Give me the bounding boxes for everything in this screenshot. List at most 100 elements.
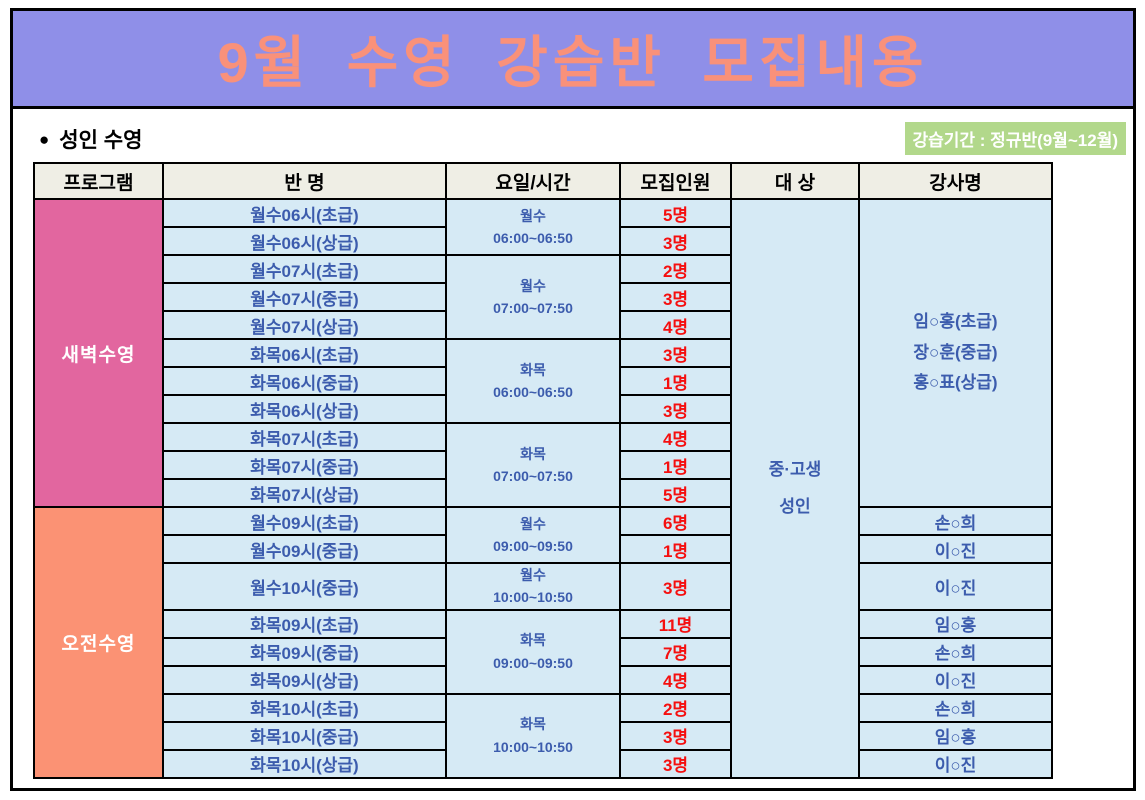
header-cell-class-name: 반 명 — [162, 162, 447, 200]
section-heading: ● 성인 수영 — [39, 124, 142, 154]
table-row: 월수07시(초급) 월수 07:00~07:50 2명 — [34, 254, 1052, 340]
schedule-time: 06:00~06:50 — [493, 384, 573, 400]
class-name-cell: 화목07시(상급) — [162, 478, 447, 508]
capacity-cell: 1명 — [619, 366, 732, 396]
capacity-cell: 3명 — [619, 338, 732, 368]
schedule-time: 09:00~09:50 — [493, 538, 573, 554]
table-row: 화목07시(초급) 화목 07:00~07:50 4명 — [34, 422, 1052, 508]
header-cell-program: 프로그램 — [33, 162, 164, 200]
instructor-cell: 이○진 — [858, 664, 1053, 695]
schedule-day: 화목 — [520, 716, 546, 733]
class-name-cell: 월수07시(초급) — [162, 254, 447, 284]
schedule-day: 월수 — [520, 567, 546, 583]
target-cell: 중·고생 성인 — [730, 198, 860, 779]
schedule-day: 화목 — [520, 445, 546, 462]
header-cell-target: 대 상 — [730, 162, 860, 200]
notice-page: 9월 수영 강습반 모집내용 ● 성인 수영 강습기간 : 정규반(9월~12월)… — [10, 8, 1136, 791]
capacity-cell: 3명 — [619, 394, 732, 424]
class-name-cell: 월수07시(상급) — [162, 310, 447, 340]
class-name-cell: 월수09시(중급) — [162, 534, 447, 564]
table-row: 화목07시(중급) 1명 — [34, 450, 1052, 480]
capacity-cell: 11명 — [619, 608, 732, 639]
header-row: 프로그램 반 명 요일/시간 모집인원 대 상 강사명 — [33, 162, 1053, 200]
schedule-time: 10:00~10:50 — [493, 738, 573, 755]
period-badge: 강습기간 : 정규반(9월~12월) — [904, 122, 1126, 155]
class-name-cell: 화목09시(상급) — [162, 664, 447, 695]
table-row: 화목07시(상급) 5명 — [34, 478, 1052, 508]
table-row: 월수07시(상급) 4명 — [34, 310, 1052, 340]
bullet-icon: ● — [39, 130, 50, 149]
class-name-cell: 화목10시(상급) — [162, 748, 447, 779]
class-name-cell: 화목06시(초급) — [162, 338, 447, 368]
instructor-cell: 임○홍 — [858, 720, 1053, 751]
capacity-cell: 5명 — [619, 478, 732, 508]
schedule-time: 06:00~06:50 — [493, 230, 573, 246]
schedule-day: 화목 — [520, 632, 546, 649]
table-row: 화목09시(중급) 7명 손○희 — [34, 636, 1053, 667]
capacity-cell: 1명 — [619, 534, 732, 564]
class-name-cell: 월수06시(초급) — [162, 198, 447, 228]
schedule-cell: 월수 06:00~06:50 — [445, 198, 621, 256]
section-heading-label: 성인 수영 — [59, 129, 143, 152]
instructor-line: 홍○표(상급) — [913, 373, 998, 393]
instructor-line: 장○훈(중급) — [913, 342, 998, 362]
recruitment-table: 프로그램 반 명 요일/시간 모집인원 대 상 강사명 새벽수영 월수06시(초… — [33, 162, 1053, 779]
instructor-cell: 임○홍 — [858, 608, 1053, 639]
table-row: 월수07시(중급) 3명 — [34, 282, 1052, 312]
capacity-cell: 1명 — [619, 450, 732, 480]
class-name-cell: 화목09시(중급) — [162, 636, 447, 667]
schedule-cell: 월수 07:00~07:50 — [445, 254, 621, 340]
target-line: 성인 — [779, 497, 811, 517]
schedule-day: 월수 — [520, 207, 546, 224]
instructor-cell: 이○진 — [858, 562, 1053, 611]
class-name-cell: 월수06시(상급) — [162, 226, 447, 256]
instructor-cell: 손○희 — [858, 636, 1053, 667]
table-row: 새벽수영 월수06시(초급) 월수 06:00~06:50 5명 중·고생 성인… — [33, 198, 1053, 779]
capacity-cell: 5명 — [619, 198, 732, 228]
schedule-time: 10:00~10:50 — [493, 589, 573, 606]
table-row: 화목10시(중급) 3명 임○홍 — [34, 720, 1053, 751]
schedule-cell: 월수 10:00~10:50 — [445, 562, 621, 611]
schedule-cell: 화목 10:00~10:50 — [445, 692, 621, 779]
schedule-cell: 화목 07:00~07:50 — [445, 422, 621, 508]
instructor-cell: 이○진 — [858, 534, 1053, 564]
title-banner: 9월 수영 강습반 모집내용 — [13, 11, 1133, 109]
schedule-day: 화목 — [520, 361, 546, 378]
capacity-cell: 4명 — [619, 422, 732, 452]
capacity-cell: 4명 — [619, 664, 732, 695]
instructor-cell-dawn: 임○홍(초급) 장○훈(중급) 홍○표(상급) — [858, 198, 1053, 508]
header-cell-day-time: 요일/시간 — [445, 162, 621, 200]
class-name-cell: 월수10시(중급) — [162, 562, 447, 611]
class-name-cell: 화목06시(중급) — [162, 366, 447, 396]
table-row: 화목09시(초급) 화목 09:00~09:50 11명 임○홍 — [34, 608, 1053, 695]
class-name-cell: 화목07시(중급) — [162, 450, 447, 480]
table-row: 화목06시(초급) 화목 06:00~06:50 3명 — [34, 338, 1052, 424]
class-name-cell: 월수07시(중급) — [162, 282, 447, 312]
table-row: 월수10시(중급) 월수 10:00~10:50 3명 이○진 — [34, 562, 1053, 611]
program-cell-dawn: 새벽수영 — [33, 198, 164, 508]
instructor-cell: 손○희 — [858, 506, 1053, 536]
table-row: 화목06시(상급) 3명 — [34, 394, 1052, 424]
class-name-cell: 월수09시(초급) — [162, 506, 447, 536]
schedule-cell: 화목 06:00~06:50 — [445, 338, 621, 424]
capacity-cell: 2명 — [619, 692, 732, 723]
schedule-day: 월수 — [520, 277, 546, 294]
schedule-day: 월수 — [520, 515, 546, 532]
capacity-cell: 6명 — [619, 506, 732, 536]
schedule-time: 07:00~07:50 — [493, 300, 573, 316]
schedule-cell: 월수 09:00~09:50 — [445, 506, 621, 564]
capacity-cell: 4명 — [619, 310, 732, 340]
table-row: 화목10시(초급) 화목 10:00~10:50 2명 손○희 — [34, 692, 1053, 779]
capacity-cell: 2명 — [619, 254, 732, 284]
instructor-cell: 이○진 — [858, 748, 1053, 779]
target-line: 중·고생 — [768, 460, 822, 479]
schedule-cell: 화목 09:00~09:50 — [445, 608, 621, 695]
class-name-cell: 화목06시(상급) — [162, 394, 447, 424]
class-name-cell: 화목07시(초급) — [162, 422, 447, 452]
table-row: 오전수영 월수09시(초급) 월수 09:00~09:50 6명 손○희 — [33, 506, 1053, 779]
instructor-cell: 손○희 — [858, 692, 1053, 723]
capacity-cell: 3명 — [619, 226, 732, 256]
capacity-cell: 3명 — [619, 748, 732, 779]
instructor-line: 임○홍(초급) — [913, 312, 998, 332]
class-name-cell: 화목10시(중급) — [162, 720, 447, 751]
